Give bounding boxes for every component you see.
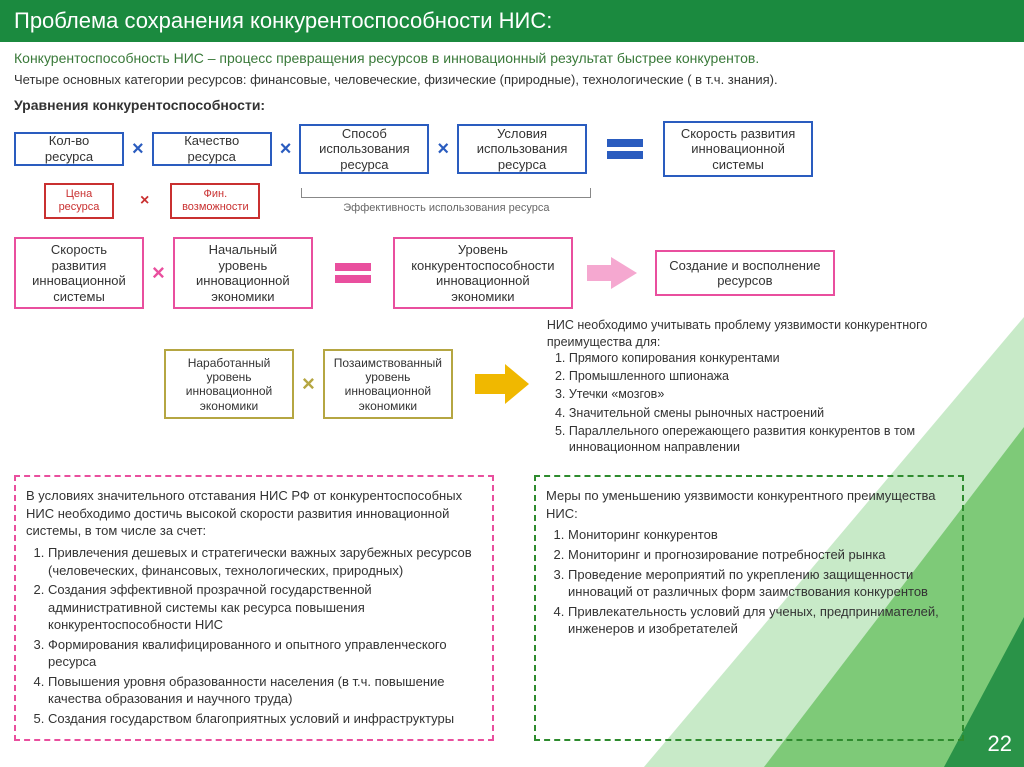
list-item: Привлечения дешевых и стратегически важн… — [48, 544, 482, 579]
green-list: Мониторинг конкурентов Мониторинг и прог… — [546, 526, 952, 637]
slide-title: Проблема сохранения конкурентоспособност… — [0, 0, 1024, 42]
box-resource-usage-cond: Условия использования ресурса — [457, 124, 587, 174]
list-item: Промышленного шпионажа — [569, 368, 967, 384]
pink-dashed-box: В условиях значительного отставания НИС … — [14, 475, 494, 741]
equation-row-1-sub: Цена ресурса × Фин. возможности Эффектив… — [24, 183, 1010, 219]
list-item: Создания эффективной прозрачной государс… — [48, 581, 482, 634]
green-intro: Меры по уменьшению уязвимости конкурентн… — [546, 487, 952, 522]
times-icon: × — [152, 260, 165, 286]
times-icon: × — [302, 371, 315, 397]
equation-row-1: Кол-во ресурса × Качество ресурса × Спос… — [14, 121, 1010, 177]
box-r3-2: Позаимствованный уровень инновационной э… — [323, 349, 453, 419]
box-r2-3: Уровень конкурентоспособности инновацион… — [393, 237, 573, 309]
box-resource-qty: Кол-во ресурса — [14, 132, 124, 166]
times-icon: × — [437, 138, 449, 161]
list-item: Утечки «мозгов» — [569, 386, 967, 402]
times-icon: × — [280, 138, 292, 161]
page-number: 22 — [988, 731, 1012, 757]
times-icon: × — [132, 138, 144, 161]
green-dashed-box: Меры по уменьшению уязвимости конкурентн… — [534, 475, 964, 741]
box-r2-4: Создание и восполнение ресурсов — [655, 250, 835, 296]
equation-label: Уравнения конкурентоспособности: — [14, 97, 1010, 113]
list-item: Значительной смены рыночных настроений — [569, 405, 967, 421]
list-item: Формирования квалифицированного и опытно… — [48, 636, 482, 671]
bottom-boxes: В условиях значительного отставания НИС … — [14, 475, 1010, 741]
box-r2-2: Начальный уровень инновационной экономик… — [173, 237, 313, 309]
list-item: Проведение мероприятий по укреплению защ… — [568, 566, 952, 601]
box-r2-1: Скорость развития инновационной системы — [14, 237, 144, 309]
list-item: Привлекательность условий для ученых, пр… — [568, 603, 952, 638]
list-item: Параллельного опережающего развития конк… — [569, 423, 967, 456]
equals-icon — [607, 139, 643, 159]
vulnerability-block: НИС необходимо учитывать проблему уязвим… — [547, 317, 967, 457]
equals-icon — [335, 263, 371, 283]
box-fin: Фин. возможности — [170, 183, 260, 219]
arrow-right-icon — [611, 257, 637, 289]
equation-row-3: Наработанный уровень инновационной эконо… — [164, 317, 529, 451]
sub-intro-text: Четыре основных категории ресурсов: фина… — [14, 72, 1010, 87]
vuln-intro: НИС необходимо учитывать проблему уязвим… — [547, 317, 967, 350]
box-resource-usage-way: Способ использования ресурса — [299, 124, 429, 174]
times-icon: × — [140, 192, 149, 210]
efficiency-caption: Эффективность использования ресурса — [301, 202, 591, 214]
list-item: Повышения уровня образованности населени… — [48, 673, 482, 708]
equation-row-2: Скорость развития инновационной системы … — [14, 237, 1010, 309]
box-innovation-speed: Скорость развития инновационной системы — [663, 121, 813, 177]
arrow-right-icon — [475, 364, 529, 404]
intro-text: Конкурентоспособность НИС – процесс прев… — [14, 50, 1010, 66]
list-item: Создания государством благоприятных усло… — [48, 710, 482, 728]
equation-row-3-wrap: Наработанный уровень инновационной эконо… — [14, 317, 1010, 457]
list-item: Мониторинг и прогнозирование потребносте… — [568, 546, 952, 564]
list-item: Мониторинг конкурентов — [568, 526, 952, 544]
list-item: Прямого копирования конкурентами — [569, 350, 967, 366]
brace — [301, 188, 591, 198]
box-price: Цена ресурса — [44, 183, 114, 219]
vuln-list: Прямого копирования конкурентами Промышл… — [547, 350, 967, 456]
box-r3-1: Наработанный уровень инновационной эконо… — [164, 349, 294, 419]
pink-list: Привлечения дешевых и стратегически важн… — [26, 544, 482, 727]
box-resource-quality: Качество ресурса — [152, 132, 272, 166]
pink-intro: В условиях значительного отставания НИС … — [26, 487, 482, 540]
